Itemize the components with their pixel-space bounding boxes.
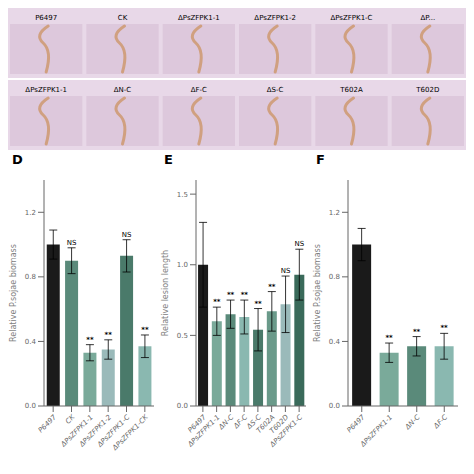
- svg-text:ΔPsZFPK1-1: ΔPsZFPK1-1: [59, 413, 95, 449]
- svg-text:T602A: T602A: [339, 86, 363, 94]
- svg-text:**: **: [254, 300, 262, 308]
- svg-text:ΔF-C: ΔF-C: [191, 86, 207, 94]
- svg-text:P6497: P6497: [37, 413, 59, 435]
- svg-text:ΔPsZFPK1-1: ΔPsZFPK1-1: [358, 413, 394, 449]
- svg-text:1.5: 1.5: [177, 191, 188, 199]
- svg-text:ΔPsZFPK1-2: ΔPsZFPK1-2: [77, 413, 114, 449]
- svg-text:0.5: 0.5: [177, 332, 188, 340]
- svg-text:ΔF-C: ΔF-C: [231, 413, 249, 431]
- svg-text:0.0: 0.0: [25, 402, 36, 410]
- svg-text:NS: NS: [294, 240, 304, 248]
- svg-text:0.4: 0.4: [25, 338, 37, 346]
- svg-text:P6497: P6497: [35, 14, 57, 22]
- svg-text:0.8: 0.8: [329, 273, 340, 281]
- svg-text:**: **: [440, 324, 448, 332]
- html-text:F: F: [316, 152, 325, 167]
- svg-text:P6497: P6497: [186, 413, 208, 435]
- svg-text:**: **: [385, 334, 393, 342]
- svg-text:ΔN-C: ΔN-C: [114, 86, 132, 94]
- svg-text:**: **: [86, 336, 94, 344]
- svg-text:1.2: 1.2: [25, 209, 36, 217]
- svg-text:0.4: 0.4: [329, 338, 341, 346]
- svg-text:1.2: 1.2: [329, 209, 340, 217]
- html-text:D: D: [12, 152, 23, 167]
- svg-text:**: **: [241, 291, 249, 299]
- svg-text:Relative P.sojae biomass: Relative P.sojae biomass: [313, 244, 322, 342]
- svg-text:ΔPsZFPK1-C: ΔPsZFPK1-C: [330, 14, 372, 22]
- svg-text:T602D: T602D: [268, 413, 291, 436]
- svg-text:**: **: [213, 298, 221, 306]
- svg-text:0.8: 0.8: [25, 273, 36, 281]
- svg-text:NS: NS: [122, 231, 132, 239]
- svg-text:NS: NS: [281, 267, 291, 275]
- svg-text:T602A: T602A: [255, 413, 277, 435]
- html-text:E: E: [164, 152, 173, 167]
- svg-text:CK: CK: [64, 412, 77, 425]
- svg-text:ΔN-C: ΔN-C: [403, 413, 422, 432]
- svg-text:ΔPsZFPK1-1: ΔPsZFPK1-1: [178, 14, 220, 22]
- svg-text:1.0: 1.0: [177, 261, 188, 269]
- svg-text:ΔF-C: ΔF-C: [432, 413, 450, 431]
- svg-text:ΔP...: ΔP...: [421, 14, 436, 22]
- svg-text:0.0: 0.0: [329, 402, 340, 410]
- svg-text:ΔPsZFPK1-C: ΔPsZFPK1-C: [268, 413, 304, 449]
- svg-text:**: **: [105, 331, 113, 339]
- svg-text:T602D: T602D: [415, 86, 439, 94]
- svg-text:**: **: [413, 328, 421, 336]
- svg-text:**: **: [227, 291, 235, 299]
- svg-text:ΔS-C: ΔS-C: [245, 413, 263, 431]
- svg-text:ΔPsZFPK1-2: ΔPsZFPK1-2: [254, 14, 296, 22]
- svg-text:Relative P.sojae biomass: Relative P.sojae biomass: [9, 244, 18, 342]
- svg-text:ΔPsZFPK1-CK: ΔPsZFPK1-CK: [110, 412, 150, 452]
- svg-text:CK: CK: [118, 14, 128, 22]
- svg-text:0.0: 0.0: [177, 402, 188, 410]
- svg-text:ΔN-C: ΔN-C: [217, 413, 236, 432]
- svg-text:**: **: [268, 283, 276, 291]
- svg-text:ΔS-C: ΔS-C: [267, 86, 284, 94]
- svg-text:P6497: P6497: [345, 413, 367, 435]
- svg-text:ΔPsZFPK1-1: ΔPsZFPK1-1: [186, 413, 222, 449]
- svg-text:ΔPsZFPK1-1: ΔPsZFPK1-1: [25, 86, 67, 94]
- svg-text:NS: NS: [67, 239, 77, 247]
- svg-text:Relative lesion length: Relative lesion length: [161, 250, 170, 336]
- svg-text:**: **: [141, 326, 149, 334]
